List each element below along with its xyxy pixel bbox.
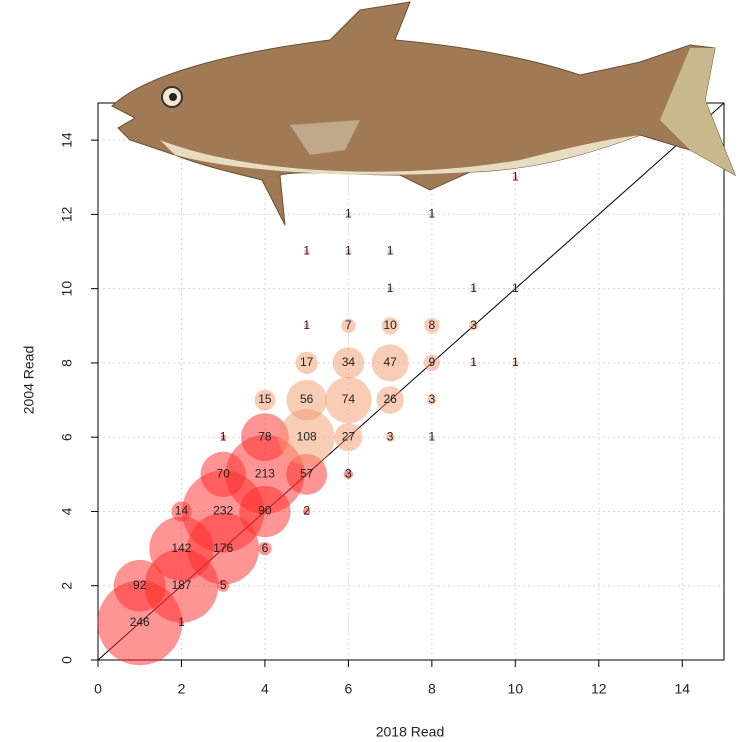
x-tick-label: 6: [345, 681, 353, 697]
bubble-label: 1: [470, 355, 477, 369]
bubble-label: 1: [303, 244, 310, 258]
bubble-label: 26: [383, 392, 397, 406]
bubble-label: 1: [345, 207, 352, 221]
bubble-label: 74: [342, 392, 356, 406]
bubble-label: 92: [133, 578, 147, 592]
bubble-label: 232: [213, 504, 233, 518]
bubble-label: 34: [342, 355, 356, 369]
y-axis-title: 2004 Read: [21, 346, 37, 415]
bubble-label: 1: [470, 281, 477, 295]
x-axis-title: 2018 Read: [376, 724, 445, 740]
chart: 2018 Read 2004 Read 02468101214024681012…: [0, 0, 756, 742]
x-tick-label: 2: [178, 681, 186, 697]
y-tick-label: 4: [59, 507, 75, 515]
bubble-label: 56: [300, 392, 314, 406]
fish-pupil: [169, 93, 177, 101]
bubble-label: 1: [387, 281, 394, 295]
bubble-label: 142: [171, 541, 191, 555]
bubble-label: 1: [512, 355, 519, 369]
y-tick-label: 14: [59, 132, 75, 148]
bubble-label: 1: [345, 244, 352, 258]
fish-body: [112, 2, 735, 225]
bubble-label: 5: [220, 578, 227, 592]
bubble-label: 1: [303, 318, 310, 332]
x-tick-label: 8: [428, 681, 436, 697]
bubble-label: 8: [429, 318, 436, 332]
bubble-label: 3: [429, 392, 436, 406]
bubble-label: 246: [130, 615, 150, 629]
x-tick-label: 10: [508, 681, 524, 697]
x-tick-label: 14: [674, 681, 690, 697]
bubble-label: 176: [213, 541, 233, 555]
bubble-label: 213: [255, 467, 275, 481]
bubble-label: 27: [342, 429, 356, 443]
bubble-label: 3: [470, 318, 477, 332]
bubble-label: 1: [429, 429, 436, 443]
fish-illustration: [112, 2, 735, 225]
bubble-label: 14: [175, 504, 189, 518]
bubble-label: 47: [383, 355, 397, 369]
bubble-label: 1: [512, 169, 519, 183]
bubble-label: 90: [258, 504, 272, 518]
page: 2018 Read 2004 Read 02468101214024681012…: [0, 0, 756, 742]
bubble-label: 1: [178, 615, 185, 629]
x-tick-label: 12: [591, 681, 607, 697]
y-tick-label: 0: [59, 656, 75, 664]
bubble-label: 1: [387, 244, 394, 258]
bubble-label: 7: [345, 318, 352, 332]
bubble-label: 3: [387, 429, 394, 443]
bubble-label: 17: [300, 355, 314, 369]
y-tick-label: 12: [59, 206, 75, 222]
bubble-label: 187: [171, 578, 191, 592]
bubble-label: 6: [262, 541, 269, 555]
y-tick-label: 6: [59, 433, 75, 441]
y-tick-label: 8: [59, 359, 75, 367]
bubble-label: 78: [258, 429, 272, 443]
bubble-label: 70: [217, 467, 231, 481]
bubble-label: 9: [429, 355, 436, 369]
bubble-label: 10: [383, 318, 397, 332]
x-tick-label: 0: [94, 681, 102, 697]
bubble-label: 15: [258, 392, 272, 406]
x-tick-label: 4: [261, 681, 269, 697]
bubble-label: 1: [220, 429, 227, 443]
bubble-label: 3: [345, 467, 352, 481]
bubble-label: 57: [300, 467, 314, 481]
y-tick-label: 10: [59, 281, 75, 297]
bubble-label: 1: [512, 281, 519, 295]
bubble-label: 1: [429, 207, 436, 221]
bubble-label: 108: [297, 429, 317, 443]
y-tick-label: 2: [59, 582, 75, 590]
bubble-label: 2: [303, 504, 310, 518]
